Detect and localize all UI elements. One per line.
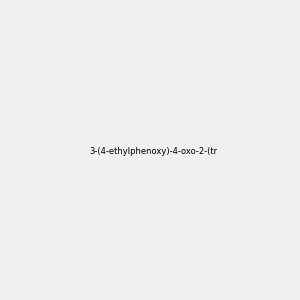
Text: 3-(4-ethylphenoxy)-4-oxo-2-(tr: 3-(4-ethylphenoxy)-4-oxo-2-(tr	[90, 147, 218, 156]
